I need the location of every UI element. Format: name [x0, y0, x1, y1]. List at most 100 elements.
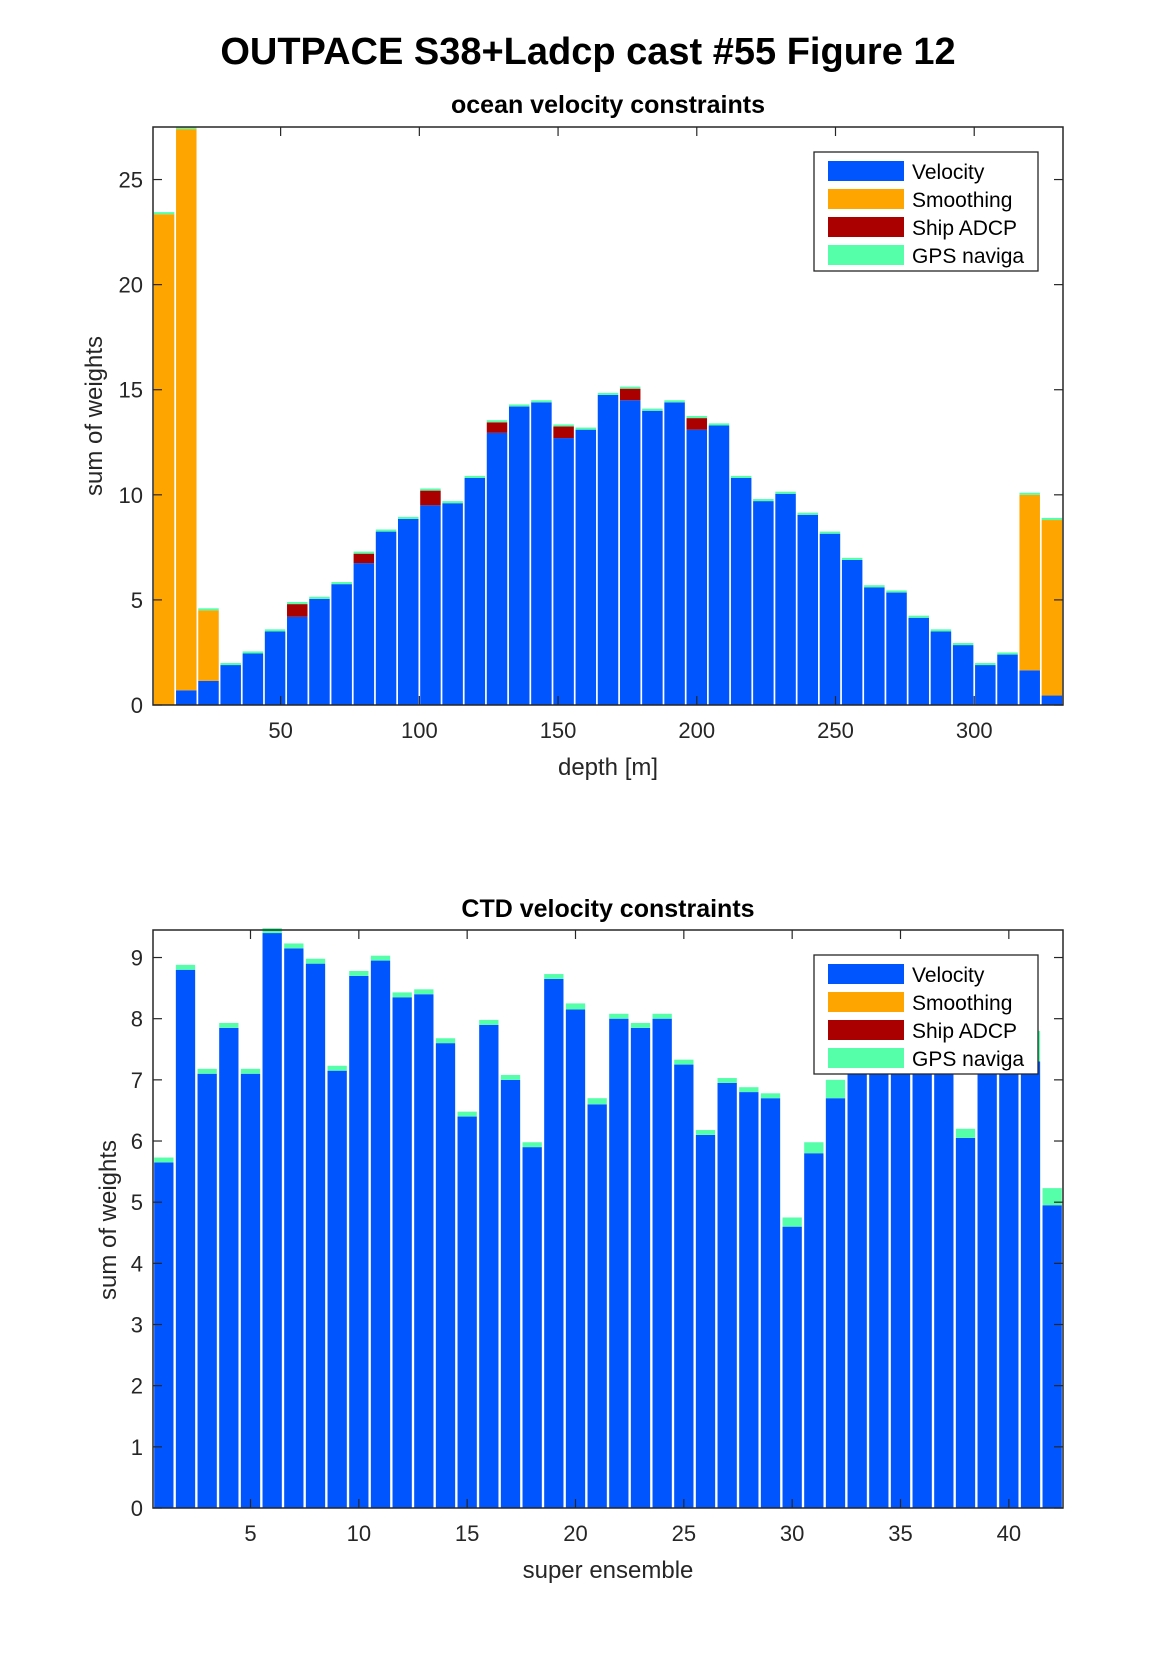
- ctd-legend-label-ship-adcp: Ship ADCP: [912, 1020, 1017, 1043]
- ctd-bar-gps-naviga-27: [717, 1078, 737, 1083]
- ocean-bar-gps-naviga-23: [642, 408, 663, 411]
- ctd-bar-gps-naviga-32: [825, 1079, 846, 1099]
- ctd-x-axis-label: super ensemble: [523, 1557, 694, 1584]
- ctd-bar-gps-naviga-20: [565, 1003, 586, 1010]
- ctd-bar-gps-naviga-17: [500, 1074, 521, 1080]
- ocean-bar-velocity-8: [309, 598, 330, 705]
- ctd-legend-label-gps-naviga: GPS naviga: [912, 1048, 1024, 1071]
- ocean-y-tick-label: 10: [119, 483, 143, 508]
- ctd-bar-velocity-15: [457, 1116, 477, 1508]
- ocean-bar-ship-adcp-19: [553, 426, 574, 439]
- ctd-bar-gps-naviga-28: [739, 1087, 759, 1093]
- ocean-bar-velocity-39: [997, 654, 1018, 705]
- ctd-bar-velocity-14: [435, 1043, 456, 1508]
- ocean-bar-smoothing-1: [153, 214, 175, 706]
- ocean-y-axis-label: sum of weights: [81, 336, 108, 496]
- ocean-bar-velocity-32: [841, 559, 863, 705]
- ctd-bar-gps-naviga-9: [327, 1065, 347, 1071]
- ocean-bar-gps-naviga-5: [242, 651, 264, 654]
- ocean-bar-velocity-6: [264, 631, 286, 705]
- ocean-bar-gps-naviga-7: [287, 602, 308, 605]
- ocean-bar-velocity-21: [597, 394, 619, 705]
- ctd-y-tick-label: 0: [131, 1496, 143, 1521]
- ctd-bar-velocity-20: [565, 1009, 586, 1508]
- ctd-bar-gps-naviga-16: [479, 1019, 499, 1025]
- ocean-bar-gps-naviga-13: [420, 488, 441, 491]
- ctd-bar-gps-naviga-8: [305, 958, 326, 964]
- ctd-bar-gps-naviga-29: [760, 1093, 781, 1099]
- ocean-bar-gps-naviga-24: [664, 400, 685, 403]
- ocean-bar-velocity-4: [220, 665, 241, 705]
- ctd-legend-label-smoothing: Smoothing: [912, 992, 1012, 1015]
- ctd-bar-velocity-9: [327, 1070, 347, 1508]
- ocean-bar-velocity-23: [642, 410, 663, 705]
- ctd-bar-gps-naviga-14: [435, 1038, 456, 1044]
- ctd-bar-gps-naviga-23: [630, 1022, 651, 1028]
- ocean-axes-box: [152, 126, 1064, 706]
- ctd-bar-velocity-34: [869, 1061, 889, 1508]
- ctd-y-tick-label: 1: [131, 1435, 143, 1460]
- ocean-bar-gps-naviga-3: [198, 608, 219, 611]
- ocean-bar-smoothing-40: [1019, 494, 1040, 671]
- ctd-axes-box: [152, 929, 1064, 1509]
- ocean-bar-smoothing-2: [176, 129, 197, 691]
- ocean-y-tick-label: 20: [119, 273, 143, 298]
- ocean-bar-velocity-19: [553, 438, 574, 705]
- ctd-bar-velocity-18: [522, 1147, 542, 1508]
- ocean-y-tick-label: 5: [131, 588, 143, 613]
- ctd-bar-velocity-27: [717, 1082, 737, 1508]
- ocean-bar-velocity-41: [1041, 695, 1063, 705]
- ocean-bar-gps-naviga-35: [908, 615, 929, 618]
- ctd-legend: Velocity Smoothing Ship ADCP GPS naviga: [813, 954, 1039, 1075]
- ocean-legend: Velocity Smoothing Ship ADCP GPS naviga: [813, 151, 1039, 272]
- ctd-bar-gps-naviga-12: [392, 992, 412, 998]
- ocean-bar-velocity-3: [198, 680, 219, 705]
- ctd-bar-velocity-12: [392, 997, 412, 1508]
- ctd-bar-velocity-26: [695, 1134, 716, 1508]
- ocean-x-tick-label: 300: [956, 718, 993, 743]
- ctd-bar-gps-naviga-42: [1042, 1188, 1062, 1206]
- ctd-legend-label-velocity: Velocity: [912, 964, 985, 987]
- ocean-velocity-panel: ocean velocity constraints depth [m] sum…: [81, 91, 1064, 781]
- ctd-y-axis-label: sum of weights: [95, 1140, 122, 1300]
- ocean-y-tick-label: 0: [131, 693, 143, 718]
- ctd-y-tick-label: 9: [131, 946, 143, 971]
- ocean-bar-ship-adcp-22: [619, 388, 641, 401]
- ctd-bar-gps-naviga-31: [804, 1142, 824, 1154]
- ocean-bar-velocity-9: [331, 584, 352, 705]
- ocean-bar-ship-adcp-13: [420, 490, 441, 506]
- ocean-bar-velocity-31: [819, 533, 841, 705]
- ocean-bar-gps-naviga-14: [442, 501, 463, 504]
- ctd-bar-velocity-5: [240, 1073, 261, 1508]
- ctd-x-tick-label: 10: [347, 1521, 371, 1546]
- ocean-bar-velocity-29: [775, 493, 796, 705]
- ctd-bar-gps-naviga-24: [652, 1013, 672, 1019]
- ocean-plot-area: 50 100 150 200 250 300 0 5 10 15 20 25 Velocity Smoot…: [119, 126, 1064, 743]
- ocean-bar-gps-naviga-1: [153, 212, 175, 215]
- ctd-y-tick-label: 2: [131, 1374, 143, 1399]
- ocean-bar-gps-naviga-8: [309, 596, 330, 599]
- ctd-bar-velocity-25: [674, 1064, 694, 1508]
- ocean-panel-title: ocean velocity constraints: [451, 91, 765, 119]
- ocean-x-tick-label: 50: [268, 718, 292, 743]
- ocean-bar-velocity-24: [664, 402, 685, 705]
- ocean-bar-velocity-33: [864, 587, 885, 705]
- ctd-bar-gps-naviga-26: [695, 1130, 716, 1135]
- ocean-bar-gps-naviga-36: [930, 629, 952, 632]
- ctd-bar-gps-naviga-7: [284, 943, 304, 949]
- ocean-bar-velocity-26: [708, 425, 730, 705]
- ctd-bar-velocity-8: [305, 963, 326, 1508]
- ctd-x-tick-label: 40: [997, 1521, 1021, 1546]
- ocean-bar-gps-naviga-29: [775, 491, 796, 494]
- ocean-bar-gps-naviga-19: [553, 424, 574, 427]
- ctd-bar-gps-naviga-3: [197, 1068, 217, 1074]
- ctd-bar-gps-naviga-15: [457, 1111, 477, 1117]
- ctd-bar-velocity-41: [1020, 1061, 1041, 1508]
- ocean-legend-label-smoothing: Smoothing: [912, 189, 1012, 212]
- ocean-bar-velocity-2: [176, 690, 197, 705]
- ocean-bar-velocity-11: [375, 531, 397, 705]
- ocean-bar-ship-adcp-7: [287, 604, 308, 617]
- ocean-bar-gps-naviga-32: [841, 557, 863, 560]
- ocean-bar-velocity-36: [930, 631, 952, 705]
- ctd-bar-gps-naviga-19: [544, 974, 564, 979]
